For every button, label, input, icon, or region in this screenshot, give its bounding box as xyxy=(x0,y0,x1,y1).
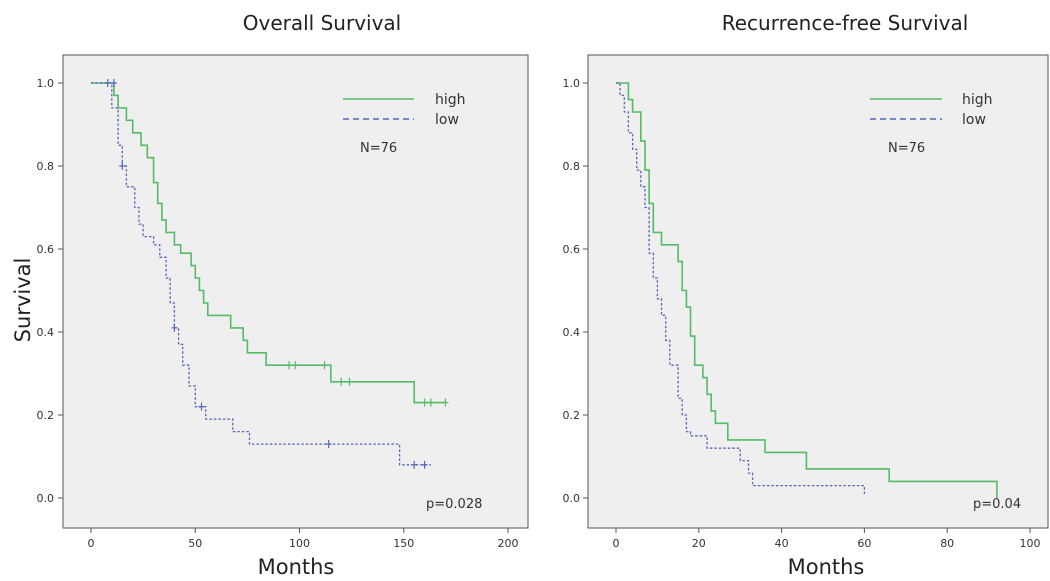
x-tick-label: 0 xyxy=(88,537,95,550)
y-axis-label: Survival xyxy=(11,258,35,343)
chart-recurrence-free-survival: Recurrence-free Survival 0.0 0.2 0.4 0.6 0.8… xyxy=(563,11,1049,579)
series-line-low xyxy=(91,82,431,466)
y-tick-label: 0.2 xyxy=(37,409,55,422)
censor-mark-high xyxy=(286,361,293,370)
p-value-label: p=0.028 xyxy=(426,497,482,512)
y-axis-ticks: 0.0 0.2 0.4 0.6 0.8 1.0 xyxy=(563,77,588,505)
x-axis-ticks: 0 50 100 150 200 xyxy=(88,528,519,550)
y-axis-ticks: 0.0 0.2 0.4 0.6 0.8 1.0 xyxy=(37,77,63,505)
x-tick-label: 50 xyxy=(188,537,202,550)
censor-mark-high xyxy=(292,361,299,370)
legend: high low xyxy=(343,92,466,128)
series-line-high xyxy=(91,82,446,404)
censor-mark-low xyxy=(104,79,111,87)
x-tick-label: 200 xyxy=(498,537,519,550)
x-tick-label: 100 xyxy=(289,537,310,550)
censor-mark-high xyxy=(442,398,449,407)
censor-mark-low xyxy=(198,402,205,411)
sample-size-label: N=76 xyxy=(888,141,925,156)
x-tick-label: 100 xyxy=(1020,537,1041,550)
y-tick-label: 1.0 xyxy=(37,77,55,90)
series-group xyxy=(91,79,449,469)
x-axis-ticks: 0 20 40 60 80 100 xyxy=(613,528,1041,550)
censor-mark-low xyxy=(325,440,332,449)
censor-mark-low xyxy=(411,460,418,469)
censor-mark-low xyxy=(171,323,178,332)
chart-overall-survival: Overall Survival 0.0 0.2 0.4 0.6 0.8 1.0 0 50 1… xyxy=(11,11,529,579)
y-tick-label: 0.4 xyxy=(37,326,55,339)
x-tick-label: 40 xyxy=(775,537,789,550)
x-tick-label: 80 xyxy=(940,537,954,550)
legend-label-low: low xyxy=(962,112,986,128)
sample-size-label: N=76 xyxy=(360,141,397,156)
legend-label-high: high xyxy=(435,92,466,108)
censor-mark-high xyxy=(421,398,428,407)
x-tick-label: 150 xyxy=(393,537,414,550)
censor-mark-high xyxy=(321,361,328,370)
x-tick-label: 60 xyxy=(857,537,871,550)
x-tick-label: 0 xyxy=(613,537,620,550)
y-tick-label: 0.8 xyxy=(563,160,581,173)
x-tick-label: 20 xyxy=(692,537,706,550)
censor-mark-low xyxy=(421,460,428,469)
y-tick-label: 0.0 xyxy=(37,492,55,505)
censor-mark-high xyxy=(338,377,345,386)
censor-mark-low xyxy=(110,79,117,87)
p-value-label: p=0.04 xyxy=(973,497,1021,512)
chart-title: Recurrence-free Survival xyxy=(722,11,969,35)
chart-title: Overall Survival xyxy=(243,11,401,35)
y-tick-label: 0.0 xyxy=(563,492,581,505)
legend-label-low: low xyxy=(435,112,459,128)
x-axis-label: Months xyxy=(258,555,335,579)
series-line-low xyxy=(616,82,866,494)
plot-area xyxy=(587,54,1049,529)
y-tick-label: 0.6 xyxy=(563,243,581,256)
series-group xyxy=(616,82,998,498)
legend: high low xyxy=(870,92,993,128)
censor-mark-high xyxy=(346,377,353,386)
censor-mark-high xyxy=(427,398,434,407)
series-line-high xyxy=(616,82,998,498)
censor-mark-low xyxy=(119,162,126,170)
legend-label-high: high xyxy=(962,92,993,108)
y-tick-label: 0.6 xyxy=(37,243,55,256)
y-tick-label: 1.0 xyxy=(563,77,581,90)
y-tick-label: 0.4 xyxy=(563,326,581,339)
y-tick-label: 0.8 xyxy=(37,160,55,173)
y-tick-label: 0.2 xyxy=(563,409,581,422)
x-axis-label: Months xyxy=(788,555,865,579)
